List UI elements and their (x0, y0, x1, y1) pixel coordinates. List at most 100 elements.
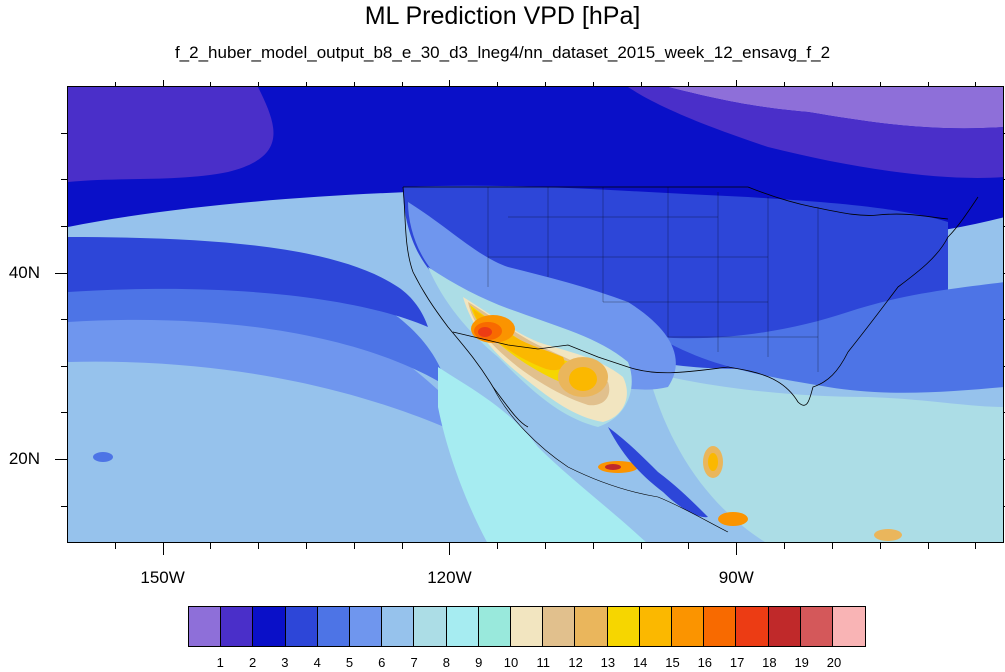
lat-minor-tick-left (61, 365, 67, 367)
lat-minor-tick-right (1003, 412, 1005, 414)
lon-minor-tick-top (114, 82, 116, 86)
colorbar-swatch (221, 607, 254, 646)
lon-minor-tick (879, 543, 881, 549)
field-hotspot-central-america (718, 512, 748, 526)
lon-minor-tick-top (640, 82, 642, 86)
colorbar-label: 15 (665, 655, 680, 670)
lon-minor-tick (258, 543, 260, 549)
lat-minor-tick-left (61, 179, 67, 181)
lon-label: 150W (140, 568, 185, 587)
lon-minor-tick-top (784, 82, 786, 86)
lat-minor-tick-right (1003, 319, 1005, 321)
colorbar-label: 2 (248, 655, 257, 670)
field-band-north-pacific-2 (68, 87, 274, 182)
lat-major-tick-left (55, 272, 67, 274)
colorbar-label: 18 (762, 655, 777, 670)
colorbar-swatch (478, 607, 512, 646)
lat-minor-tick-left (61, 505, 67, 507)
colorbar-swatch (575, 607, 608, 646)
lon-minor-tick (927, 543, 929, 549)
lon-label: 120W (427, 568, 472, 587)
colorbar-swatch (607, 607, 640, 646)
lat-minor-tick-left (61, 319, 67, 321)
colorbar-swatch (189, 607, 222, 646)
colorbar-swatch (800, 607, 834, 646)
colorbar-swatch (704, 607, 737, 646)
colorbar-label: 9 (475, 655, 483, 670)
field-band-mexico-8 (438, 367, 646, 542)
lon-label: 90W (718, 568, 754, 587)
colorbar-label: 12 (568, 655, 583, 670)
colorbar-label: 4 (313, 655, 321, 670)
lat-minor-tick-left (61, 132, 67, 134)
vpd-field-map (68, 87, 1003, 542)
field-band-southeast-5 (658, 282, 1003, 393)
field-hawaii (93, 452, 113, 462)
colorbar-swatch (414, 607, 447, 646)
coastline-gulf (627, 351, 849, 406)
lon-minor-tick (688, 543, 690, 549)
lon-minor-tick (640, 543, 642, 549)
colorbar-swatch (736, 607, 769, 646)
lon-major-tick-top (162, 80, 164, 86)
colorbar-swatch (768, 607, 801, 646)
field-band-west-6 (408, 202, 676, 390)
field-band-pacific-low (68, 317, 447, 542)
field-hotspot-18 (478, 327, 492, 337)
lat-minor-tick-left (61, 225, 67, 227)
colorbar-swatch (672, 607, 705, 646)
lon-minor-tick-top (210, 82, 212, 86)
field-band-pacific-mid (68, 291, 488, 447)
lon-minor-tick (306, 543, 308, 549)
colorbar-swatch (833, 607, 866, 646)
colorbar-swatch (350, 607, 383, 646)
colorbar-label: 19 (794, 655, 809, 670)
lon-minor-tick (592, 543, 594, 549)
colorbar-swatch (543, 607, 576, 646)
lon-minor-tick (831, 543, 833, 549)
lat-minor-tick-left (61, 412, 67, 414)
colorbar-label: 10 (503, 655, 519, 670)
colorbar-label: 7 (410, 655, 418, 670)
colorbar-label: 20 (826, 655, 842, 670)
lon-minor-tick (784, 543, 786, 549)
lat-minor-tick-right (1003, 365, 1005, 367)
lon-minor-tick-top (831, 82, 833, 86)
colorbar-label: 3 (281, 655, 289, 670)
lat-minor-tick-right (1003, 179, 1005, 181)
lat-label: 20N (8, 449, 40, 469)
lon-major-tick (736, 543, 738, 555)
lon-minor-tick-top (879, 82, 881, 86)
lat-label: 40N (8, 262, 40, 282)
colorbar-label: 8 (442, 655, 450, 670)
lon-minor-tick (975, 543, 977, 549)
colorbar-swatch (253, 607, 286, 646)
lon-minor-tick (353, 543, 355, 549)
lat-major-tick-left (55, 459, 67, 461)
colorbar-swatch (639, 607, 673, 646)
colorbar-label: 1 (216, 655, 224, 670)
colorbar-label: 5 (345, 655, 354, 670)
colorbar-swatch (285, 607, 318, 646)
map-panel (67, 86, 1004, 543)
colorbar-label: 14 (632, 655, 648, 670)
coastline-east (847, 196, 979, 353)
lon-major-tick-top (449, 80, 451, 86)
lon-minor-tick-top (975, 82, 977, 86)
state-lines (487, 187, 819, 372)
field-band-northeast-2 (628, 87, 1003, 178)
field-band-sierra-madre (608, 427, 708, 518)
colorbar-label: 6 (378, 655, 386, 670)
colorbar-swatch (511, 607, 544, 646)
lon-minor-tick (210, 543, 212, 549)
lon-minor-tick (545, 543, 547, 549)
lat-minor-tick-right (1003, 225, 1005, 227)
lon-minor-tick-top (592, 82, 594, 86)
field-hotspot-yucatan-core (708, 453, 718, 471)
lon-major-tick (162, 543, 164, 555)
field-band-gulf-7 (648, 372, 1003, 542)
lon-minor-tick-top (497, 82, 499, 86)
border-canada-us (403, 186, 949, 220)
colorbar-label: 17 (729, 655, 745, 670)
map-subtitle: f_2_huber_model_output_b8_e_30_d3_lneg4/… (174, 43, 831, 62)
